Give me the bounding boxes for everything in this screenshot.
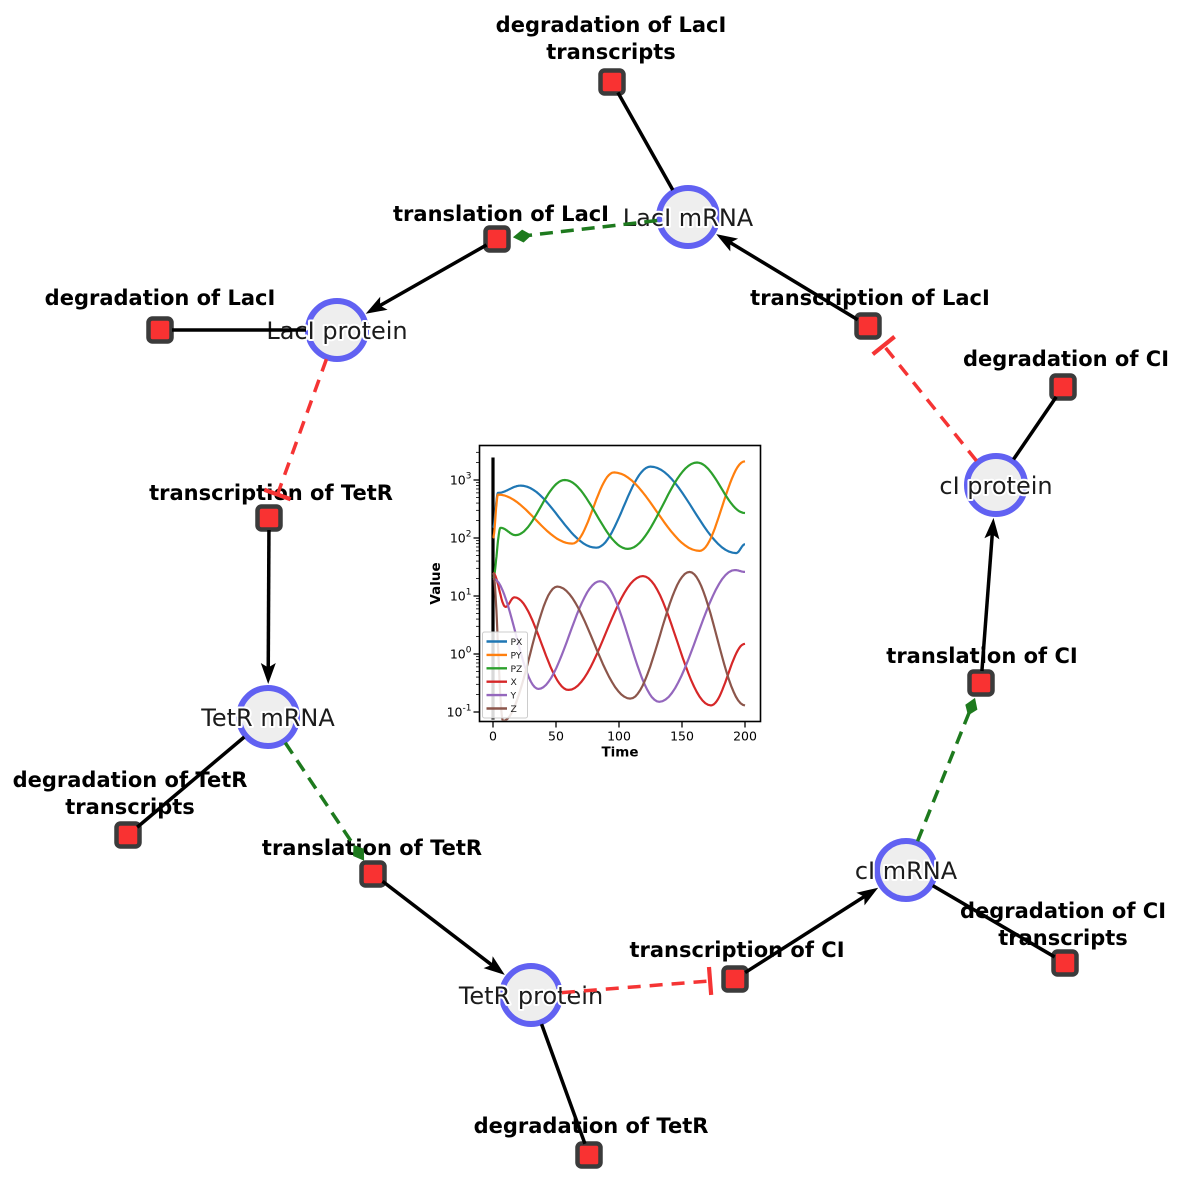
species-label-ci_protein: cI protein — [939, 472, 1052, 500]
arrowhead-ci_protein — [984, 517, 1000, 540]
edge-product-tx_ci-ci_mrna — [744, 887, 879, 975]
reaction-node-deg_laci_tx[interactable] — [598, 68, 626, 96]
inhibition-bar-tx_tetr — [263, 487, 292, 502]
modifier-arrowhead-tl_ci — [965, 697, 978, 716]
arrowhead-tetr_mrna — [260, 663, 276, 684]
edge-inhibition-tetr_protein-tx_ci — [561, 966, 714, 996]
x-tick-label: 200 — [733, 729, 757, 744]
species-label-tetr_protein: TetR protein — [458, 982, 603, 1010]
species-node-ci_protein[interactable] — [964, 453, 1028, 517]
reaction-node-deg_laci[interactable] — [146, 316, 174, 344]
edge-reactant-tetr_protein-deg_tetr — [539, 1023, 587, 1145]
series-Y — [492, 568, 746, 703]
plot-ticks: 10-1 100 101 102 103 0 50 100 150 200 — [447, 451, 757, 744]
edge-modifier-ci_mrna-tl_ci — [915, 697, 978, 842]
series-PZ — [492, 461, 746, 580]
reaction-node-tx_ci[interactable] — [721, 965, 749, 993]
legend-label-Z: Z — [511, 704, 517, 715]
legend-label-PY: PY — [511, 650, 522, 661]
modifier-arrowhead-tl_tetr — [353, 844, 365, 861]
edge-inhibition-ci_protein-tx_laci — [871, 335, 978, 462]
species-node-tetr_mrna[interactable] — [236, 685, 300, 749]
arrowhead-laci_mrna — [716, 234, 739, 252]
x-axis-label: Time — [601, 745, 638, 761]
y-tick-label: 102 — [450, 530, 472, 546]
edge-reactant-ci_mrna-deg_ci_tx — [931, 884, 1056, 959]
reaction-label-deg_laci_tx: degradation of LacI — [496, 13, 727, 37]
reaction-node-deg_ci[interactable] — [1049, 373, 1077, 401]
species-node-tetr_protein[interactable] — [499, 963, 563, 1027]
y-tick-label: 100 — [450, 646, 472, 662]
y-tick-label: 101 — [450, 588, 472, 604]
reaction-node-deg_ci_tx[interactable] — [1051, 949, 1079, 977]
reaction-label-deg_tetr_tx: degradation of TetR — [13, 768, 248, 792]
x-tick-label: 100 — [607, 729, 631, 744]
species-node-laci_mrna[interactable] — [656, 185, 720, 249]
reaction-label-deg_ci: degradation of CI — [963, 347, 1169, 371]
reaction-node-tx_tetr[interactable] — [255, 504, 283, 532]
reaction-node-tl_laci[interactable] — [483, 225, 511, 253]
series-PX — [492, 465, 746, 555]
edge-modifier-laci_mrna-tl_laci — [512, 218, 658, 243]
legend-label-Y: Y — [510, 691, 517, 702]
series-X — [492, 571, 746, 707]
legend-label-X: X — [511, 677, 517, 688]
plot-legend: PX PY PZ XYZ — [482, 631, 528, 719]
x-tick-label: 50 — [548, 729, 564, 744]
modifier-arrowhead-tl_laci — [512, 229, 532, 243]
reaction-node-tl_tetr[interactable] — [359, 860, 387, 888]
species-node-ci_mrna[interactable] — [874, 838, 938, 902]
legend-box — [482, 631, 528, 719]
edge-product-tx_tetr-tetr_mrna — [260, 529, 276, 684]
edge-reactant-tetr_mrna-deg_tetr_tx — [136, 735, 246, 829]
edge-modifier-tetr_mrna-tl_tetr — [283, 741, 365, 861]
reaction-label-tx_ci: transcription of CI — [629, 938, 844, 962]
reaction-node-deg_tetr[interactable] — [575, 1141, 603, 1169]
arrowhead-tetr_protein — [483, 956, 505, 975]
edge-product-tl_laci-laci_protein — [365, 243, 488, 314]
y-tick-label: 10-1 — [447, 704, 472, 720]
species-node-laci_protein[interactable] — [305, 298, 369, 362]
edges-layer — [136, 91, 1058, 1145]
reaction-label-deg_ci_tx: transcripts — [998, 926, 1128, 950]
reaction-label-deg_laci: degradation of LacI — [45, 286, 276, 310]
reaction-label-deg_tetr_tx: transcripts — [65, 795, 195, 819]
arrowhead-laci_protein — [365, 296, 388, 314]
reaction-label-tx_laci: transcription of LacI — [750, 286, 990, 310]
edge-product-tx_laci-laci_mrna — [716, 234, 859, 322]
edge-inhibition-laci_protein-tx_tetr — [263, 358, 329, 502]
x-tick-label: 150 — [670, 729, 694, 744]
reaction-label-tl_laci: translation of LacI — [393, 202, 609, 226]
edge-product-tl_tetr-tetr_protein — [381, 879, 505, 975]
x-tick-label: 0 — [489, 729, 497, 744]
y-tick-label: 103 — [450, 472, 472, 488]
y-axis-label: Value — [428, 562, 444, 604]
reaction-label-tl_tetr: translation of TetR — [262, 836, 482, 860]
edge-product-tl_ci-ci_protein — [980, 517, 1000, 672]
arrowhead-ci_mrna — [856, 887, 879, 906]
reaction-label-deg_tetr: degradation of TetR — [474, 1114, 709, 1138]
species-label-ci_mrna: cI mRNA — [855, 857, 958, 885]
species-label-laci_mrna: LacI mRNA — [623, 204, 754, 232]
edge-reactant-ci_protein-deg_ci — [1012, 395, 1058, 461]
reaction-node-tl_ci[interactable] — [967, 669, 995, 697]
inhibition-bar-tx_laci — [871, 335, 896, 356]
legend-label-PZ: PZ — [511, 664, 523, 675]
reaction-node-tx_laci[interactable] — [854, 312, 882, 340]
inhibition-bar-tx_ci — [706, 966, 714, 996]
nodes-layer — [114, 68, 1079, 1169]
legend-label-PX: PX — [511, 637, 523, 648]
edge-reactant-deg_laci_tx-laci_mrna — [616, 91, 675, 191]
reaction-node-deg_tetr_tx[interactable] — [114, 821, 142, 849]
species-label-tetr_mrna: TetR mRNA — [200, 704, 335, 732]
reaction-label-deg_laci_tx: transcripts — [546, 40, 676, 64]
